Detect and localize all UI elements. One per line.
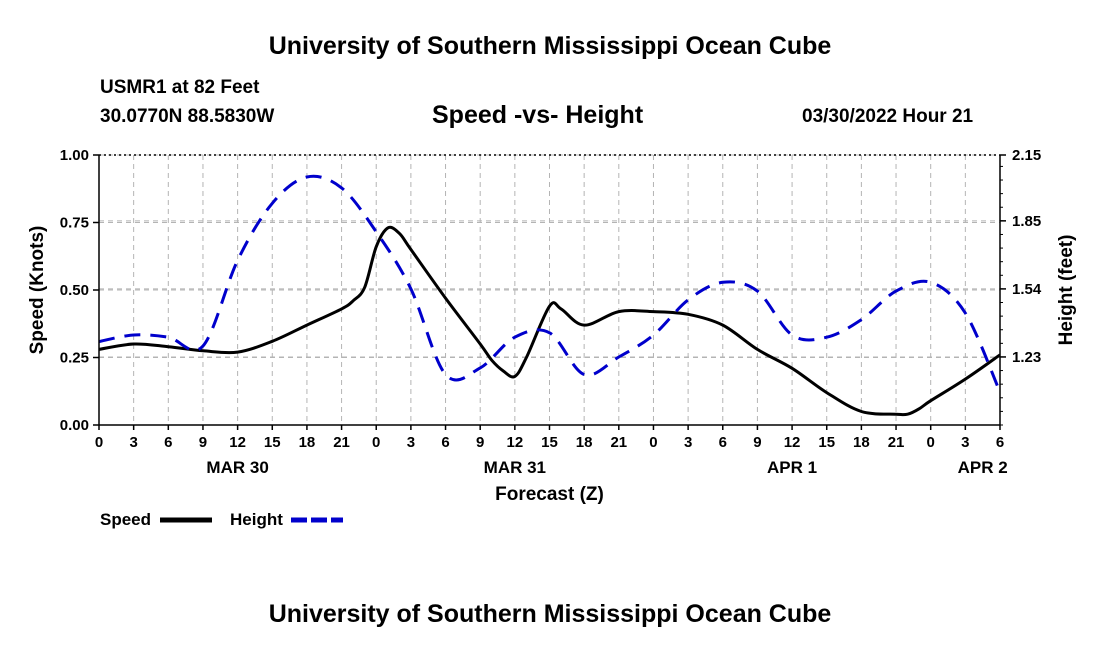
y-left-tick-label: 0.00 xyxy=(60,417,89,434)
x-tick-label: 6 xyxy=(441,434,449,451)
x-tick-label: 15 xyxy=(264,434,281,451)
x-tick-label: 3 xyxy=(129,434,137,451)
y-right-tick-label: 2.15 xyxy=(1012,147,1041,164)
page-title: University of Southern Mississippi Ocean… xyxy=(268,32,832,60)
x-tick-label: 12 xyxy=(507,434,524,451)
x-tick-label: 3 xyxy=(961,434,969,451)
x-tick-label: 18 xyxy=(299,434,316,451)
x-tick-label: 18 xyxy=(853,434,870,451)
x-axis-title: Forecast (Z) xyxy=(495,484,604,505)
y-right-tick-label: 1.54 xyxy=(1012,281,1042,298)
date-label: APR 1 xyxy=(767,458,817,477)
height-series-line xyxy=(99,174,1000,393)
y-left-axis-title: Speed (Knots) xyxy=(27,226,48,355)
grid xyxy=(98,154,1001,426)
series-layer xyxy=(99,174,1000,417)
date-label: APR 2 xyxy=(958,458,1008,477)
y-left-tick-label: 1.00 xyxy=(60,147,89,164)
station-label: USMR1 at 82 Feet xyxy=(100,77,260,98)
date-label: MAR 31 xyxy=(484,458,546,477)
x-tick-label: 18 xyxy=(576,434,593,451)
x-tick-label: 6 xyxy=(164,434,172,451)
x-tick-label: 6 xyxy=(996,434,1004,451)
x-tick-label: 3 xyxy=(684,434,692,451)
legend-label-speed: Speed xyxy=(100,510,151,529)
x-tick-label: 21 xyxy=(333,434,350,451)
x-tick-label: 9 xyxy=(753,434,761,451)
x-tick-label: 0 xyxy=(649,434,657,451)
y-left-tick-label: 0.75 xyxy=(60,215,89,232)
x-tick-label: 0 xyxy=(372,434,380,451)
x-tick-label: 12 xyxy=(784,434,801,451)
x-tick-label: 6 xyxy=(719,434,727,451)
x-tick-label: 9 xyxy=(476,434,484,451)
x-tick-label: 3 xyxy=(407,434,415,451)
axis-labels: 0 3 6 9 12 15 18 21 0 3 6 9 12 15 18 21 0 3 6 9 12 15 18 21 0 3 6 M… xyxy=(27,147,1077,505)
x-tick-label: 21 xyxy=(888,434,905,451)
date-label: MAR 30 xyxy=(206,458,268,477)
legend-label-height: Height xyxy=(230,510,283,529)
axes xyxy=(93,154,1006,430)
y-right-tick-label: 1.23 xyxy=(1012,349,1041,366)
x-tick-label: 12 xyxy=(229,434,246,451)
legend: Speed Height xyxy=(100,510,343,529)
footer-title: University of Southern Mississippi Ocean… xyxy=(268,600,832,628)
y-right-axis-title: Height (feet) xyxy=(1056,235,1077,346)
x-tick-label: 15 xyxy=(818,434,835,451)
x-tick-label: 0 xyxy=(95,434,103,451)
x-tick-label: 0 xyxy=(927,434,935,451)
y-right-tick-label: 1.85 xyxy=(1012,213,1041,230)
y-left-tick-label: 0.50 xyxy=(60,282,89,299)
chart-title: Speed -vs- Height xyxy=(432,101,644,129)
y-left-tick-label: 0.25 xyxy=(60,350,89,367)
x-tick-label: 9 xyxy=(199,434,207,451)
speed-series-line xyxy=(99,225,1000,417)
coordinates-label: 30.0770N 88.5830W xyxy=(100,106,275,127)
x-tick-label: 21 xyxy=(610,434,627,451)
x-tick-label: 15 xyxy=(541,434,558,451)
run-time-label: 03/30/2022 Hour 21 xyxy=(802,106,974,127)
